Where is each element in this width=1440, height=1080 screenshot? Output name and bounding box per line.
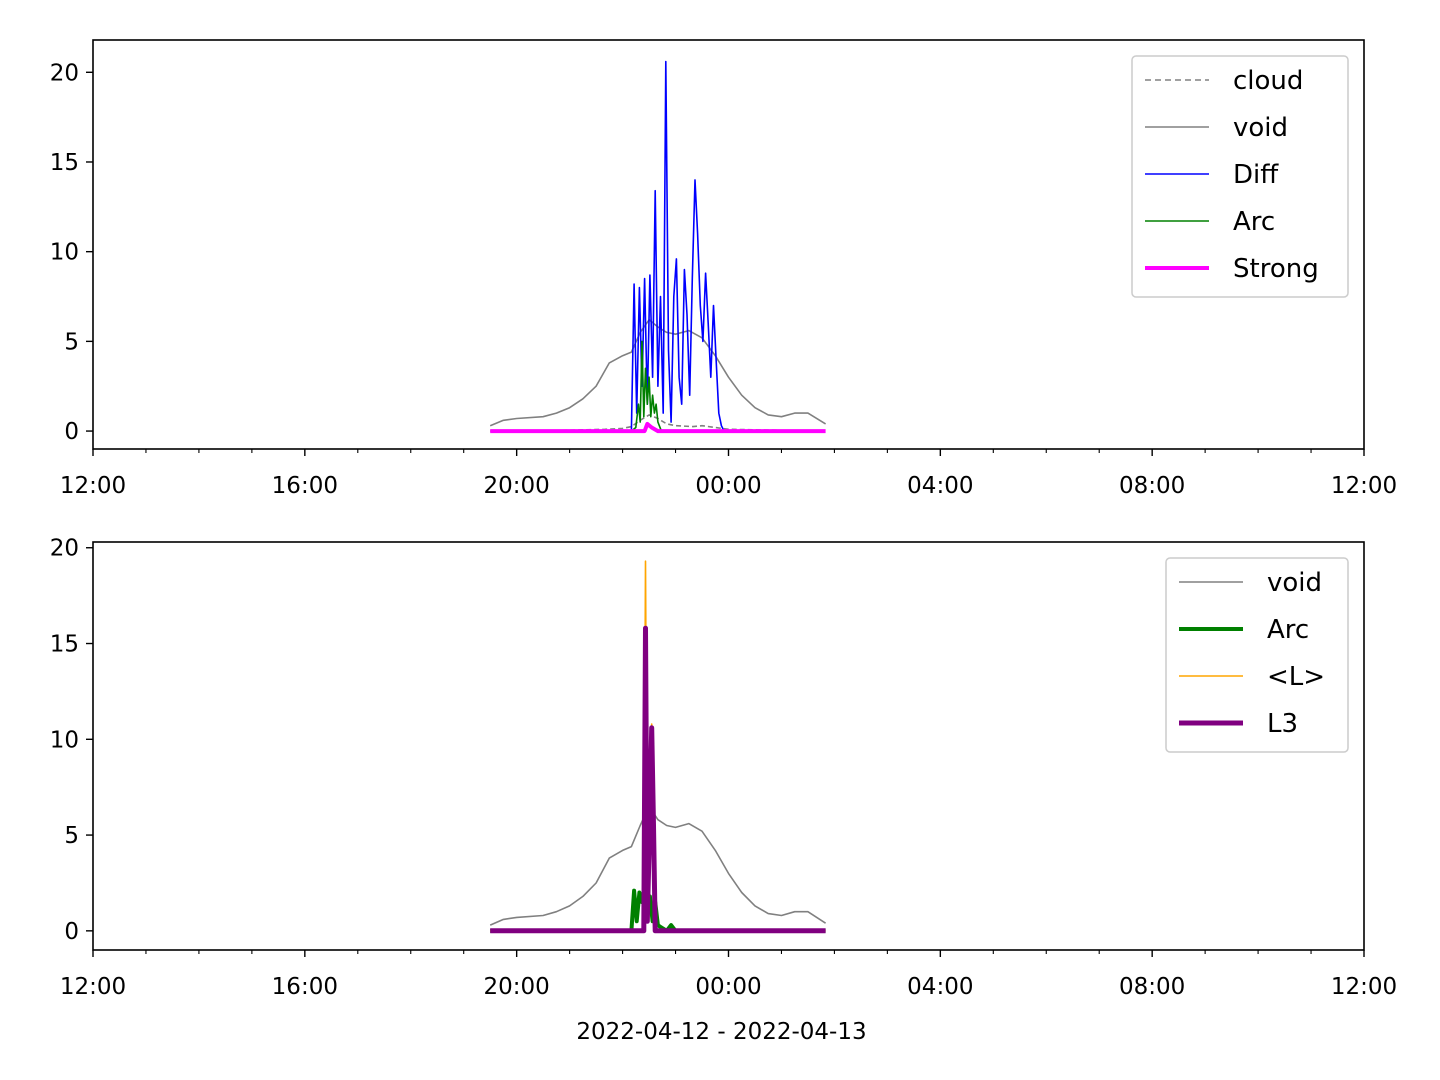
series-line-l3: [490, 625, 826, 934]
legend-label-arc: Arc: [1267, 615, 1309, 645]
x-tick-label: 20:00: [484, 974, 550, 1000]
y-tick-label: 5: [64, 329, 79, 355]
x-tick-label: 00:00: [695, 473, 761, 499]
y-tick-label: 0: [64, 919, 79, 945]
series-line-strong: [490, 421, 826, 434]
chart-1: 0 5 10 15 20 12:00 16:00 20:00 00:00 04:00 08:00 12…: [50, 39, 1397, 499]
legend-frame: [1131, 55, 1349, 298]
y-tick-label: 15: [50, 150, 79, 176]
y-tick-label: 10: [50, 727, 79, 753]
series-line-arc: [490, 888, 826, 933]
y-tick-label: 15: [50, 632, 79, 658]
x-tick-label: 08:00: [1119, 974, 1185, 1000]
plot-area: [489, 60, 827, 434]
legend-label-void: void: [1267, 568, 1322, 598]
x-tick-label: 08:00: [1119, 473, 1185, 499]
x-tick-label: 12:00: [1331, 473, 1397, 499]
x-tick-label: 04:00: [907, 473, 973, 499]
series-line-void: [489, 805, 827, 926]
series-line-void: [489, 318, 827, 427]
legend-label-void: void: [1233, 113, 1288, 143]
legend: void Arc <L> L3: [1165, 557, 1349, 753]
y-tick-label: 10: [50, 240, 79, 266]
legend-label-strong: Strong: [1233, 254, 1319, 284]
legend: cloud void Diff Arc Strong: [1131, 55, 1349, 298]
plot-area: [489, 560, 827, 934]
chart-2: 0 5 10 15 20 12:00 16:00 20:00 00:00 04:00 08:00 12…: [50, 536, 1397, 1045]
x-axis-label: 2022-04-12 - 2022-04-13: [576, 1019, 866, 1045]
y-tick-label: 5: [64, 823, 79, 849]
legend-label-l: <L>: [1267, 662, 1325, 692]
x-tick-label: 20:00: [484, 473, 550, 499]
x-tick-label: 16:00: [272, 473, 338, 499]
y-tick-label: 0: [64, 419, 79, 445]
x-tick-label: 12:00: [60, 473, 126, 499]
x-tick-label: 16:00: [272, 974, 338, 1000]
legend-label-l3: L3: [1267, 709, 1298, 739]
series-line-l: [490, 560, 826, 932]
legend-frame: [1165, 557, 1349, 753]
legend-label-arc: Arc: [1233, 207, 1275, 237]
y-tick-label: 20: [50, 536, 79, 562]
x-tick-label: 00:00: [695, 974, 761, 1000]
x-tick-label: 12:00: [1331, 974, 1397, 1000]
y-tick-label: 20: [50, 60, 79, 86]
series-line-arc: [630, 340, 663, 432]
legend-label-diff: Diff: [1233, 160, 1279, 190]
legend-label-cloud: cloud: [1233, 66, 1303, 96]
x-tick-label: 04:00: [907, 974, 973, 1000]
x-tick-label: 12:00: [60, 974, 126, 1000]
